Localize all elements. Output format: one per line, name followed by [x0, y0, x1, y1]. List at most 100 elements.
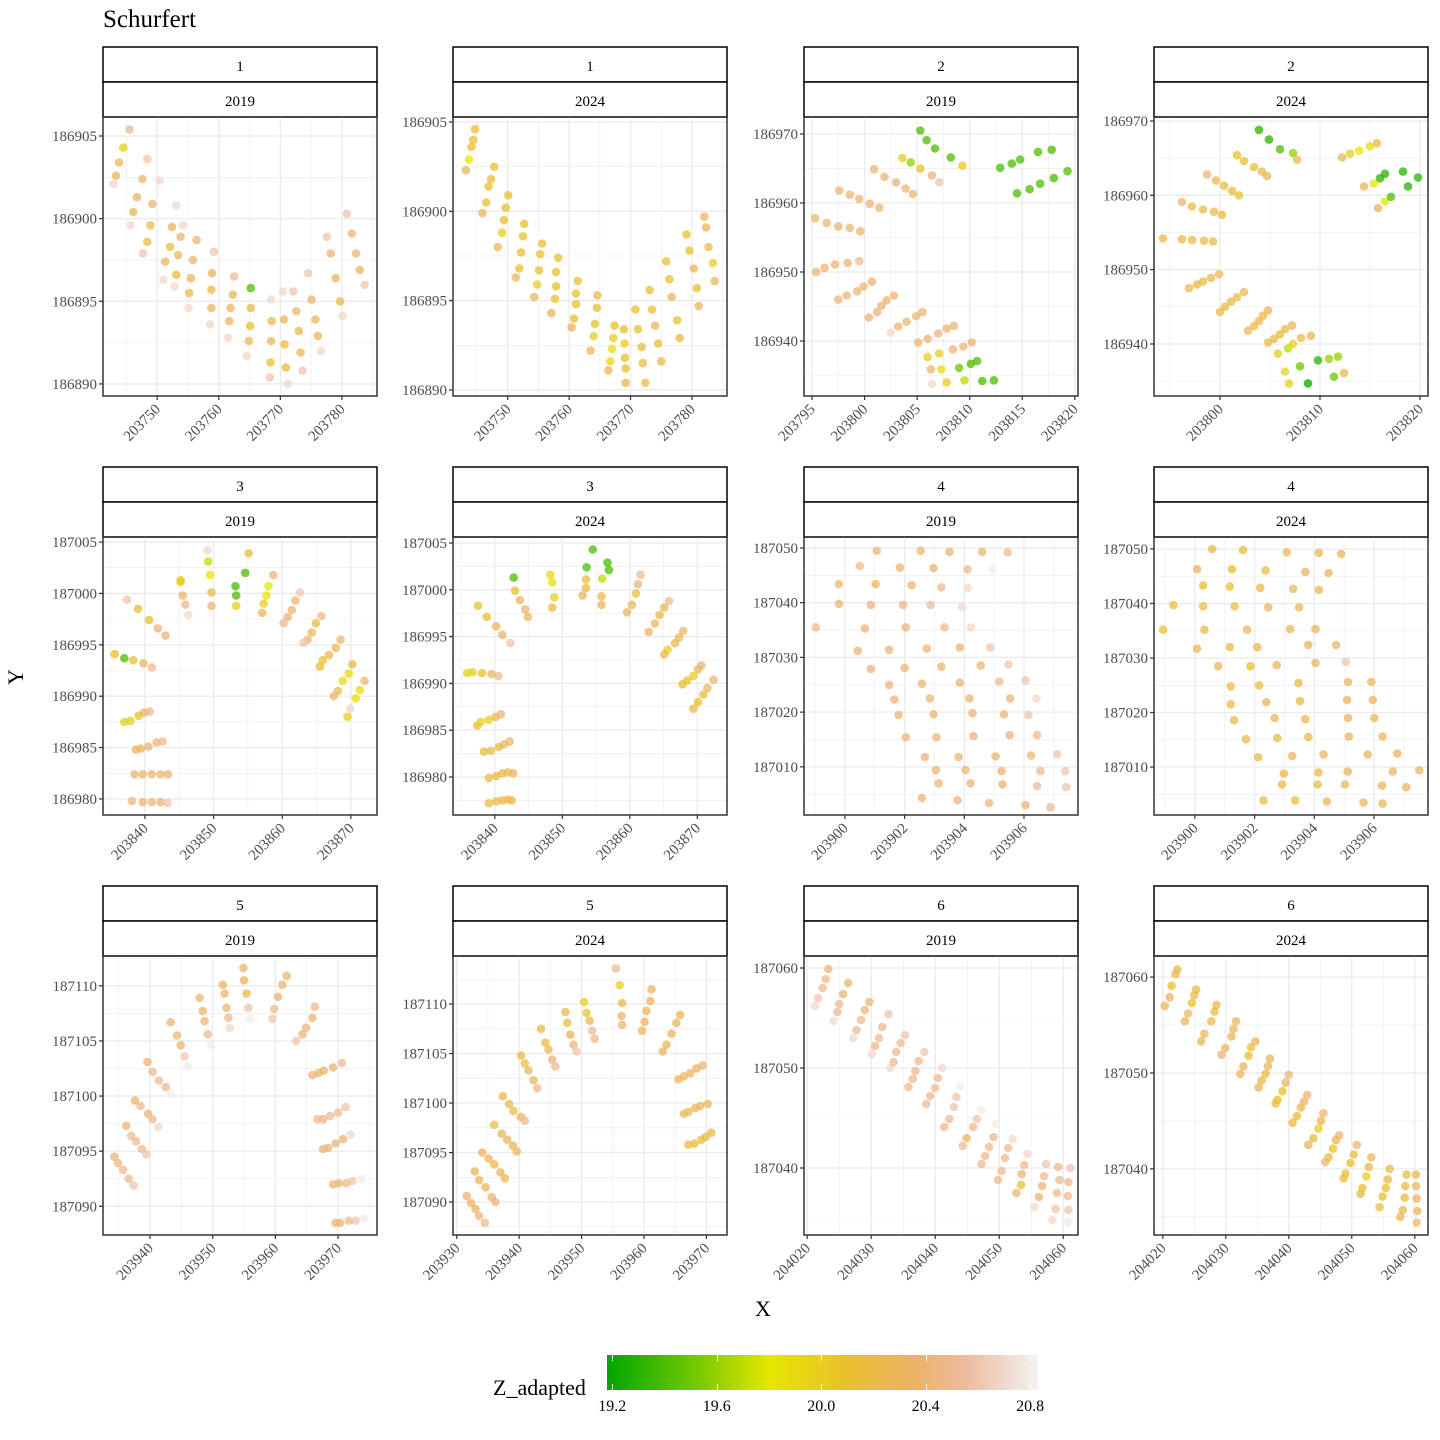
data-point	[170, 282, 179, 291]
data-point	[146, 221, 155, 230]
data-point	[1244, 1051, 1253, 1060]
data-point	[1207, 544, 1217, 554]
data-point	[937, 662, 946, 671]
data-point	[1349, 1150, 1358, 1159]
data-point	[1329, 372, 1339, 382]
colorbar-tick-mark	[716, 1384, 718, 1390]
data-point	[581, 583, 591, 593]
data-point	[900, 1030, 910, 1040]
data-point	[1288, 148, 1298, 158]
data-point	[880, 172, 889, 182]
data-point	[338, 1134, 348, 1144]
data-point	[923, 352, 932, 362]
data-point	[529, 292, 539, 302]
data-point	[516, 1051, 526, 1060]
data-point	[1251, 1037, 1260, 1046]
data-point	[163, 770, 173, 779]
data-point	[834, 999, 844, 1009]
data-point	[1064, 1177, 1073, 1187]
data-point	[481, 198, 491, 207]
data-point	[977, 547, 987, 557]
data-point	[906, 158, 916, 167]
data-point	[469, 135, 478, 145]
facet-strip	[452, 46, 728, 83]
data-point	[466, 1198, 476, 1208]
y-tick-label: 187030	[753, 650, 798, 666]
y-tick-label: 187040	[753, 1161, 798, 1177]
data-point	[1402, 1170, 1411, 1179]
data-point	[139, 659, 148, 668]
points	[811, 546, 1071, 812]
data-point	[901, 623, 911, 632]
data-point	[338, 311, 347, 321]
data-point	[360, 676, 369, 686]
data-point	[1217, 210, 1227, 219]
data-point	[1183, 1009, 1193, 1018]
data-point	[1198, 277, 1208, 286]
data-point	[603, 558, 612, 567]
data-point	[153, 1122, 163, 1132]
data-point	[239, 963, 248, 973]
data-point	[1314, 768, 1323, 777]
data-point	[852, 287, 862, 296]
data-point	[246, 1014, 255, 1024]
x-tick-label: 204030	[1190, 1241, 1233, 1284]
data-point	[1165, 992, 1174, 1002]
data-point	[1192, 564, 1202, 574]
data-point	[689, 264, 699, 273]
data-point	[341, 1102, 350, 1112]
data-point	[165, 242, 175, 251]
data-point	[933, 329, 943, 338]
x-tick-label: 203760	[533, 402, 576, 445]
data-point	[1275, 145, 1285, 154]
data-point	[834, 222, 843, 231]
data-point	[484, 798, 494, 808]
data-point	[470, 124, 480, 134]
data-point	[299, 638, 308, 648]
data-point	[231, 591, 241, 600]
data-point	[877, 1022, 887, 1032]
data-point	[1343, 677, 1353, 687]
data-point	[945, 547, 954, 557]
gridlines	[804, 537, 1078, 815]
x-tick-label: 203902	[868, 821, 911, 864]
data-point	[874, 1033, 884, 1043]
data-point	[178, 221, 188, 230]
data-point	[834, 599, 844, 609]
data-point	[1369, 179, 1379, 188]
data-point	[685, 246, 694, 255]
data-point	[1243, 326, 1253, 335]
data-point	[1313, 780, 1322, 789]
data-point	[913, 338, 923, 347]
data-point	[922, 1099, 931, 1109]
data-point	[491, 622, 501, 631]
data-point	[1008, 1134, 1017, 1144]
data-point	[1370, 713, 1379, 723]
data-point	[259, 599, 269, 608]
data-point	[529, 1076, 538, 1085]
data-point	[1367, 1153, 1376, 1162]
year-label: 2024	[575, 514, 606, 530]
data-point	[999, 710, 1009, 719]
data-point	[126, 716, 135, 726]
data-point	[1259, 796, 1268, 805]
data-point	[597, 574, 607, 583]
data-point	[997, 1166, 1007, 1176]
data-point	[331, 1139, 340, 1148]
data-point	[1411, 1181, 1421, 1191]
x-tick-label: 204040	[1252, 1241, 1295, 1284]
data-point	[1066, 1163, 1075, 1173]
data-point	[611, 964, 621, 973]
data-point	[498, 630, 507, 639]
data-point	[484, 773, 494, 783]
data-point	[617, 1020, 627, 1030]
colorbar-tick-label: 20.0	[807, 1398, 836, 1415]
y-tick-label: 186890	[52, 377, 97, 393]
data-point	[1254, 1083, 1263, 1092]
facet-label: 1	[236, 59, 244, 75]
data-point	[1314, 585, 1324, 595]
data-point	[1378, 799, 1387, 808]
data-point	[991, 1119, 1001, 1129]
data-point	[813, 993, 823, 1003]
data-point	[218, 980, 228, 989]
